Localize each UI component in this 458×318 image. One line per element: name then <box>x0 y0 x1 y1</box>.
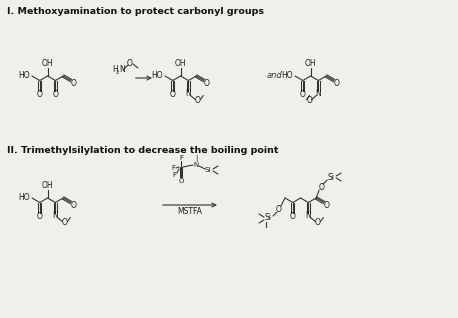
Text: Si: Si <box>327 174 335 183</box>
Text: HO: HO <box>152 72 163 80</box>
Text: O: O <box>324 201 330 210</box>
Text: O: O <box>195 96 200 105</box>
Text: O: O <box>170 90 176 99</box>
Text: N: N <box>119 66 125 74</box>
Text: OH: OH <box>305 59 316 67</box>
Text: O: O <box>53 90 58 99</box>
Text: N: N <box>316 89 321 98</box>
Text: O: O <box>178 178 184 184</box>
Text: H: H <box>112 66 118 74</box>
Text: HO: HO <box>281 72 293 80</box>
Text: N: N <box>53 211 58 220</box>
Text: O: O <box>37 90 43 99</box>
Text: N: N <box>305 211 311 220</box>
Text: 2: 2 <box>116 70 120 74</box>
Text: N: N <box>193 162 199 168</box>
Text: O: O <box>300 90 306 99</box>
Text: O: O <box>334 79 340 88</box>
Text: O: O <box>61 218 67 227</box>
Text: HO: HO <box>18 193 30 203</box>
Text: O: O <box>290 212 296 221</box>
Text: O: O <box>318 183 324 191</box>
Text: OH: OH <box>175 59 186 67</box>
Text: OH: OH <box>42 181 54 190</box>
Text: O: O <box>315 218 320 227</box>
Text: O: O <box>37 212 43 221</box>
Text: II. Trimethylsilylation to decrease the boiling point: II. Trimethylsilylation to decrease the … <box>7 146 278 155</box>
Text: |: | <box>195 155 197 162</box>
Text: O: O <box>71 201 77 210</box>
Text: O: O <box>71 79 77 88</box>
Text: and: and <box>267 72 283 80</box>
Text: F: F <box>179 155 183 161</box>
Text: N: N <box>185 89 191 98</box>
Text: HO: HO <box>18 72 30 80</box>
Text: O: O <box>127 59 133 67</box>
Text: Si: Si <box>205 167 211 173</box>
Text: O: O <box>204 79 210 88</box>
Text: Si: Si <box>265 213 272 223</box>
Text: F: F <box>172 172 176 178</box>
Text: F: F <box>171 165 175 171</box>
Text: OH: OH <box>42 59 54 67</box>
Text: MSTFA: MSTFA <box>178 206 202 216</box>
Text: O: O <box>276 204 282 213</box>
Text: O: O <box>306 96 312 105</box>
Text: I. Methoxyamination to protect carbonyl groups: I. Methoxyamination to protect carbonyl … <box>7 7 264 16</box>
